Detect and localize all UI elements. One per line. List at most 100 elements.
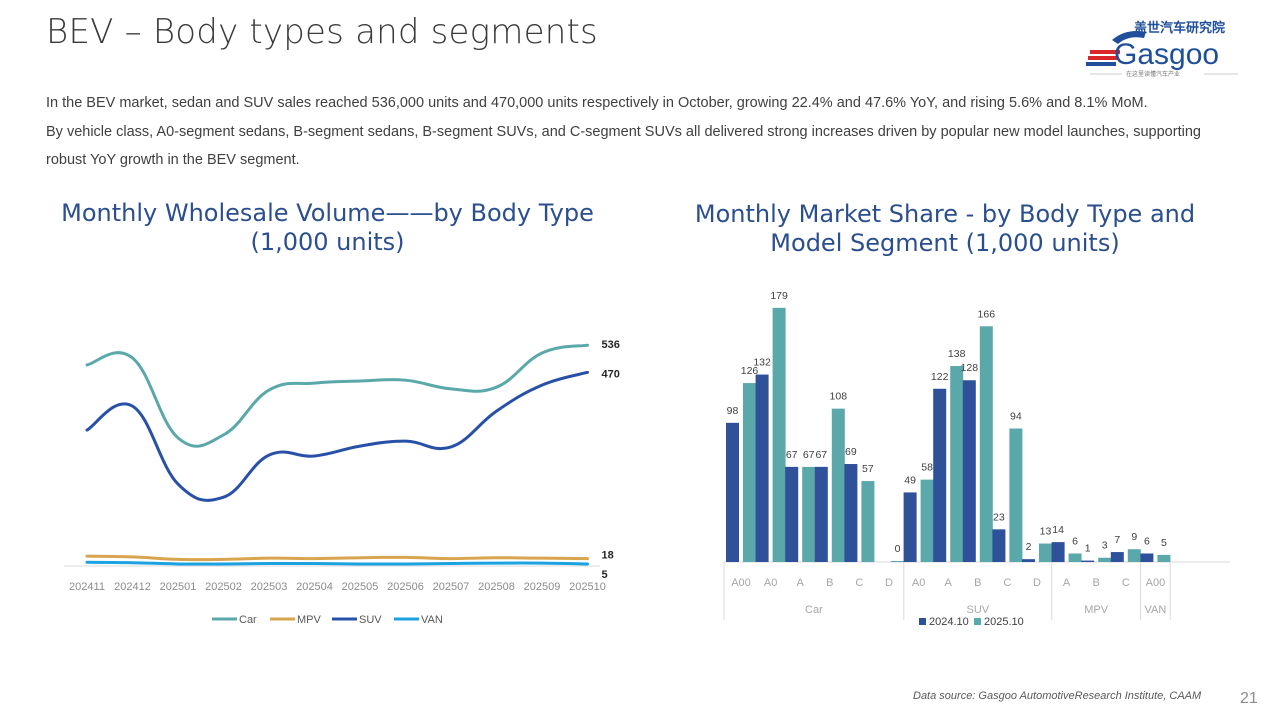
x-tick-label: 202509 xyxy=(524,581,561,593)
x-tick-label: A xyxy=(1063,577,1071,589)
bar-2024-10-mpv-c xyxy=(1110,552,1124,562)
bar-2025-10-car-a0 xyxy=(772,307,786,562)
page-number: 21 xyxy=(1240,690,1258,707)
x-tick-label: 202508 xyxy=(478,581,515,593)
bar-2024-10-mpv-a xyxy=(1051,542,1065,562)
x-tick-label: C xyxy=(855,577,863,589)
bar-2024-10-car-b xyxy=(814,466,828,562)
bar-2024-10-van-a00 xyxy=(1140,553,1154,562)
x-tick-label: A0 xyxy=(764,577,777,589)
bar-2025-10-mpv-c xyxy=(1127,549,1141,562)
intro-paragraph-1: In the BEV market, sedan and SUV sales r… xyxy=(46,95,1148,111)
data-label: 1 xyxy=(1085,543,1091,555)
bar-2025-10-car-b xyxy=(831,408,845,562)
data-label: 57 xyxy=(862,463,874,475)
series-line-suv xyxy=(85,370,589,502)
bar-2025-10-car-a00 xyxy=(743,383,756,562)
data-label: 122 xyxy=(931,371,949,383)
group-label-mpv: MPV xyxy=(1084,604,1109,616)
data-label: 138 xyxy=(948,348,966,360)
x-tick-label: A0 xyxy=(912,577,925,589)
intro-text: In the BEV market, sedan and SUV sales r… xyxy=(46,89,1236,175)
legend-swatch xyxy=(919,618,926,625)
data-label: 98 xyxy=(727,405,739,417)
legend-label: MPV xyxy=(297,614,322,626)
bar-2024-10-car-c xyxy=(844,464,858,562)
data-label: 9 xyxy=(1131,531,1137,543)
x-tick-label: 202504 xyxy=(296,581,333,593)
bar-chart-title: Monthly Market Share - by Body Type and … xyxy=(694,200,1196,257)
bar-2024-10-car-a xyxy=(785,466,799,562)
bar-2024-10-suv-d xyxy=(1022,559,1035,562)
data-label: 128 xyxy=(961,362,979,374)
x-tick-label: 202412 xyxy=(114,581,151,593)
data-label: 67 xyxy=(815,449,827,461)
data-label: 6 xyxy=(1072,535,1078,547)
data-label: 132 xyxy=(753,357,771,369)
legend-item-2024-10: 2024.10 xyxy=(919,616,969,628)
x-tick-label: A00 xyxy=(1146,577,1166,589)
end-label-mpv: 18 xyxy=(602,550,614,562)
legend-label: 2024.10 xyxy=(929,616,969,628)
series-line-van xyxy=(85,560,589,566)
bar-2024-10-suv-b xyxy=(962,380,976,562)
bar-2025-10-van-a00 xyxy=(1157,554,1171,562)
data-label: 6 xyxy=(1144,535,1150,547)
legend-item-car: Car xyxy=(212,614,257,626)
data-label: 5 xyxy=(1161,537,1167,549)
data-label: 108 xyxy=(830,391,848,403)
legend-item-mpv: MPV xyxy=(270,614,322,626)
x-tick-label: 202510 xyxy=(569,581,606,593)
gasgoo-logo: 盖世汽车研究院 Gasgoo 在这里读懂汽车产业 xyxy=(1086,20,1238,78)
page-title: BEV – Body types and segments xyxy=(46,12,598,52)
line-chart: 202411 202412 202501 202502 202503 202504 2025… xyxy=(64,339,620,626)
data-label: 7 xyxy=(1114,534,1120,546)
data-label: 13 xyxy=(1040,526,1052,538)
data-label: 3 xyxy=(1102,540,1108,552)
bar-2024-10-mpv-b xyxy=(1081,560,1095,562)
data-label: 0 xyxy=(895,543,901,555)
data-label: 94 xyxy=(1010,411,1022,423)
x-tick-label: A xyxy=(945,577,953,589)
end-label-suv: 470 xyxy=(602,368,620,380)
group-label-suv: SUV xyxy=(966,604,989,616)
x-tick-label: 202502 xyxy=(205,581,242,593)
bar-2024-10-car-a0 xyxy=(755,374,769,562)
x-tick-label: 202501 xyxy=(160,581,197,593)
data-label: 69 xyxy=(845,446,857,458)
series-line-car xyxy=(85,343,589,448)
x-tick-label: B xyxy=(1093,577,1100,589)
intro-paragraph-2: By vehicle class, A0-segment sedans, B-s… xyxy=(46,123,1201,169)
legend-label: SUV xyxy=(359,614,382,626)
end-label-van: 5 xyxy=(602,569,608,581)
bar-2025-10-suv-b xyxy=(979,326,993,562)
data-label: 67 xyxy=(803,449,815,461)
x-tick-label: B xyxy=(974,577,981,589)
line-chart-title: Monthly Wholesale Volume——by Body Type (… xyxy=(61,199,594,256)
data-label: 14 xyxy=(1052,524,1064,536)
bar-2024-10-suv-c xyxy=(992,529,1006,562)
bar-2025-10-car-d xyxy=(891,561,904,562)
x-tick-label: 202503 xyxy=(251,581,288,593)
x-tick-label: C xyxy=(1003,577,1011,589)
x-tick-label: 202507 xyxy=(433,581,470,593)
bar-2025-10-car-a xyxy=(802,466,816,562)
data-label: 58 xyxy=(921,462,933,474)
bar-2024-10-suv-a xyxy=(933,388,947,562)
x-tick-label: B xyxy=(826,577,833,589)
bar-2025-10-suv-a xyxy=(950,366,964,562)
x-tick-label: C xyxy=(1122,577,1130,589)
data-label: 23 xyxy=(993,511,1005,523)
data-label: 2 xyxy=(1026,541,1032,553)
bar-2025-10-suv-a0 xyxy=(920,479,934,562)
legend-label: VAN xyxy=(421,614,443,626)
x-tick-label: 202506 xyxy=(387,581,424,593)
group-label-van: VAN xyxy=(1144,604,1166,616)
legend-label: Car xyxy=(239,614,257,626)
x-tick-label: 202411 xyxy=(69,581,105,593)
bar-2025-10-suv-d xyxy=(1039,543,1052,562)
legend-item-suv: SUV xyxy=(332,614,382,626)
logo-cn-name: 盖世汽车研究院 xyxy=(1134,20,1225,35)
bar-2024-10-suv-a0 xyxy=(903,492,917,562)
